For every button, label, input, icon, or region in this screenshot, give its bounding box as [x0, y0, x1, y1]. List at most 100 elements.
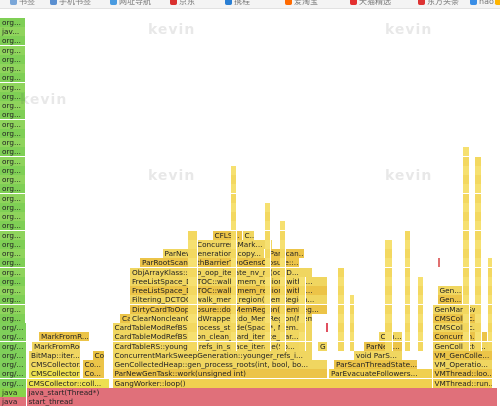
flame-frame[interactable] [463, 286, 470, 295]
flame-frame[interactable] [188, 240, 198, 249]
flame-frame[interactable] [350, 295, 355, 304]
flame-frame[interactable]: org... [0, 129, 26, 138]
flame-frame[interactable] [405, 240, 411, 249]
flame-frame[interactable] [463, 277, 470, 286]
flame-frame[interactable] [385, 314, 393, 323]
flame-frame[interactable] [299, 332, 306, 341]
flame-frame[interactable] [265, 203, 271, 212]
flame-frame[interactable] [475, 203, 482, 212]
flame-frame[interactable] [299, 295, 306, 304]
flame-frame[interactable]: MarkFromR... [39, 332, 90, 341]
flame-frame[interactable] [418, 286, 424, 295]
flame-frame[interactable]: CFLS... [213, 231, 243, 240]
flame-frame[interactable] [350, 305, 355, 314]
flame-frame[interactable] [338, 295, 346, 304]
flame-frame[interactable]: org... [0, 212, 26, 221]
flame-frame[interactable] [350, 323, 355, 332]
flame-frame[interactable] [265, 231, 271, 240]
flame-frame[interactable] [463, 157, 470, 166]
flame-frame[interactable] [231, 332, 237, 341]
flame-frame[interactable] [299, 342, 306, 351]
flame-frame[interactable] [475, 323, 482, 332]
flame-frame[interactable] [385, 258, 393, 267]
flame-frame[interactable] [385, 249, 393, 258]
flame-frame[interactable]: org... [0, 120, 26, 129]
flame-frame[interactable]: ParNewGenTask::work(unsigned int) [113, 369, 328, 378]
flame-frame[interactable]: org... [0, 73, 26, 82]
flame-frame[interactable] [280, 323, 286, 332]
flame-frame[interactable] [463, 314, 470, 323]
flame-frame[interactable] [231, 314, 237, 323]
flame-frame[interactable] [385, 332, 393, 341]
flame-frame[interactable]: Gen... [438, 286, 463, 295]
flame-frame[interactable] [405, 332, 411, 341]
flame-frame[interactable] [475, 184, 482, 193]
flame-frame[interactable]: org/... [0, 351, 27, 360]
flame-frame[interactable]: org... [0, 249, 26, 258]
flame-frame[interactable] [385, 277, 393, 286]
flame-frame[interactable] [299, 286, 306, 295]
flame-frame[interactable] [475, 175, 482, 184]
flame-frame[interactable]: CMSCollector... [29, 360, 81, 369]
flame-frame[interactable] [418, 295, 424, 304]
flame-frame[interactable] [265, 295, 271, 304]
flame-frame[interactable]: CMSCollector::coll... [27, 379, 111, 388]
flame-frame[interactable] [488, 268, 493, 277]
flame-frame[interactable]: org/... [0, 342, 27, 351]
flame-frame[interactable]: org... [0, 314, 26, 323]
flame-frame[interactable] [231, 231, 237, 240]
flame-frame[interactable] [188, 277, 198, 286]
flame-frame[interactable] [463, 332, 470, 341]
flame-frame[interactable] [463, 231, 470, 240]
flame-frame[interactable] [475, 305, 482, 314]
flame-frame[interactable]: java_start(Thread*) [27, 388, 498, 397]
flame-frame[interactable] [231, 286, 237, 295]
bookmark-item[interactable]: 京东 [170, 0, 195, 7]
bookmark-item[interactable]: 手机书签 [50, 0, 91, 7]
flame-frame[interactable]: FreeListSpace_DCTOC::walk_mem_region_wit… [130, 286, 328, 295]
flame-frame[interactable]: org... [0, 295, 26, 304]
flame-frame[interactable] [488, 332, 493, 341]
flame-frame[interactable] [265, 221, 271, 230]
flame-frame[interactable] [280, 314, 286, 323]
flame-frame[interactable] [280, 258, 286, 267]
flame-frame[interactable] [265, 268, 271, 277]
flame-frame[interactable]: org... [0, 203, 26, 212]
flame-frame[interactable] [463, 194, 470, 203]
flame-frame[interactable]: org... [0, 157, 26, 166]
flame-frame[interactable]: org... [0, 92, 26, 101]
flame-frame[interactable] [463, 342, 470, 351]
flame-frame[interactable] [265, 342, 271, 351]
flame-frame[interactable]: org... [0, 166, 26, 175]
flame-frame[interactable]: org... [0, 240, 26, 249]
flame-frame[interactable] [488, 277, 493, 286]
flame-frame[interactable]: CMSCollec... [433, 323, 478, 332]
bookmark-item[interactable]: 飞猪 [495, 0, 500, 7]
flame-frame[interactable] [475, 249, 482, 258]
flame-frame[interactable] [463, 305, 470, 314]
flame-frame[interactable]: org/... [0, 379, 27, 388]
flame-frame[interactable]: FreeListSpace_DCTOC::walk_mem_region_wit… [130, 277, 328, 286]
flame-frame[interactable]: org/... [0, 332, 27, 341]
bookmark-item[interactable]: 爱淘宝 [285, 0, 318, 7]
flame-frame[interactable]: Gen... [438, 295, 463, 304]
flame-frame[interactable] [188, 249, 198, 258]
flame-frame[interactable] [188, 342, 198, 351]
flame-frame[interactable]: ParEvacuateFollowers... [329, 369, 433, 378]
flame-frame[interactable]: java [0, 397, 27, 406]
flame-frame[interactable]: org... [0, 64, 26, 73]
flame-frame[interactable]: start_thread [27, 397, 498, 406]
flame-frame[interactable] [231, 184, 237, 193]
flame-frame[interactable] [280, 249, 286, 258]
flame-frame[interactable]: ParNew... [364, 342, 403, 351]
flame-frame[interactable] [385, 268, 393, 277]
flame-frame[interactable] [280, 277, 286, 286]
flame-frame[interactable] [405, 286, 411, 295]
flame-frame[interactable] [299, 314, 306, 323]
flame-frame[interactable] [188, 332, 198, 341]
flame-frame[interactable] [338, 314, 346, 323]
flame-frame[interactable] [405, 323, 411, 332]
flame-frame[interactable] [463, 295, 470, 304]
flame-frame[interactable]: java [0, 388, 27, 397]
flame-frame[interactable] [488, 314, 493, 323]
